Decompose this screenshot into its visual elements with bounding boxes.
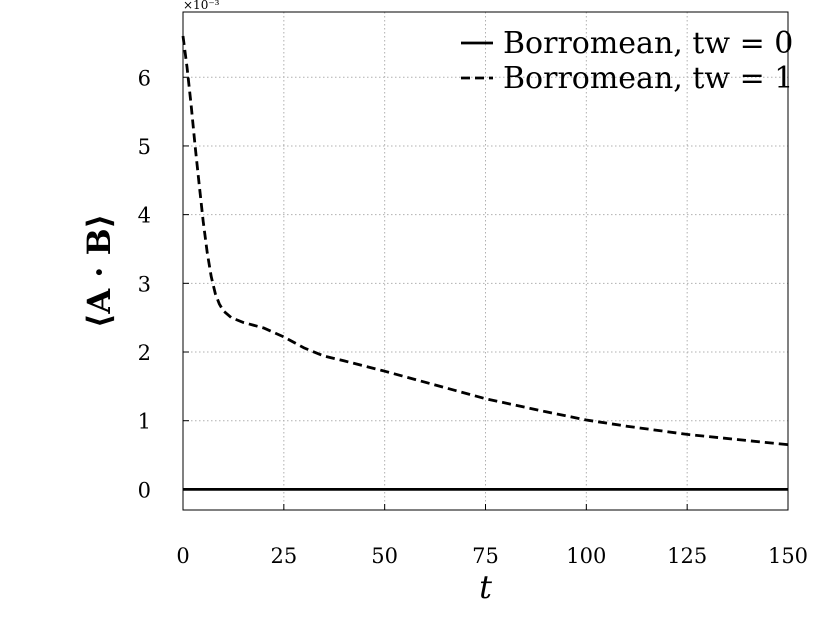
x-tick-label: 125: [667, 544, 707, 568]
y-tick-label: 4: [138, 204, 151, 228]
series-line-1: [181, 35, 789, 447]
y-axis-label: ⟨A · B⟩: [80, 214, 118, 329]
x-tick-label: 25: [270, 544, 297, 568]
legend-label-0: Borromean, tw = 0: [503, 26, 793, 61]
x-tick-label: 50: [371, 544, 398, 568]
y-tick-label: 2: [138, 341, 151, 365]
y-tick-label: 0: [138, 478, 151, 502]
x-tick-label: 0: [176, 544, 189, 568]
y-tick-label: 6: [138, 66, 151, 90]
x-tick-label: 75: [472, 544, 499, 568]
series-layer: [181, 35, 789, 491]
ticks: 0 25 50 75 100 125 150 0 1 2 3 4 5 6: [138, 66, 808, 568]
y-tick-label: 5: [138, 135, 151, 159]
x-axis-label: t: [479, 568, 492, 606]
x-tick-label: 150: [768, 544, 808, 568]
x-tick-label: 100: [566, 544, 606, 568]
y-tick-label: 3: [138, 272, 151, 296]
legend-label-1: Borromean, tw = 1: [503, 61, 793, 96]
y-tick-label: 1: [138, 410, 151, 434]
y-multiplier-label: ×10⁻³: [183, 0, 220, 12]
